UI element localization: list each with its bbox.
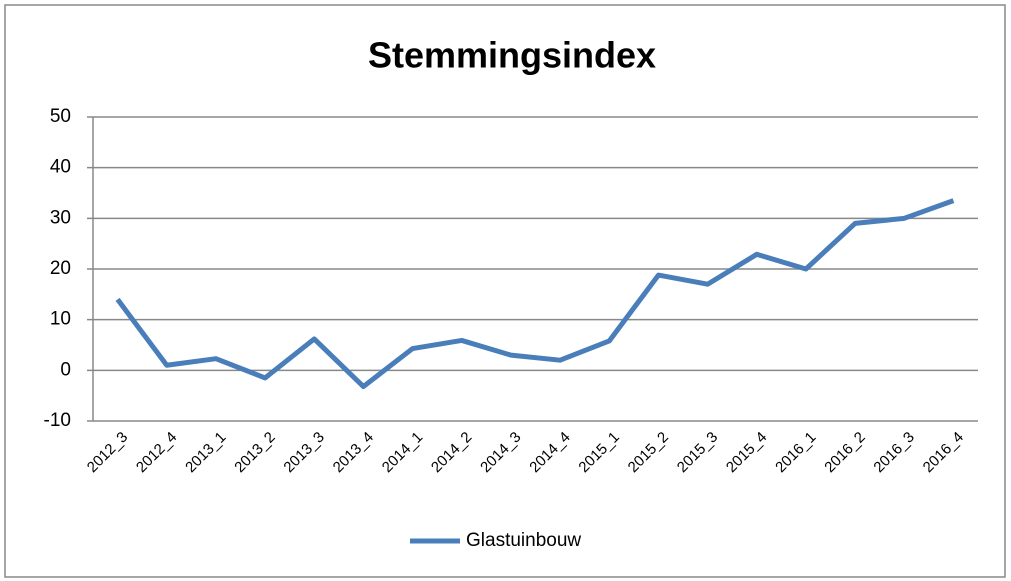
y-tick-label: 10: [50, 309, 71, 330]
chart-title: Stemmingsindex: [368, 35, 656, 76]
y-tick-label: 40: [50, 157, 71, 178]
legend-label: Glastuinbouw: [466, 530, 581, 551]
y-tick-label: 30: [50, 207, 71, 228]
series-line: [115, 198, 955, 390]
y-tick-label: -10: [44, 410, 71, 431]
chart-frame: [4, 4, 1006, 578]
y-tick-label: 50: [50, 106, 71, 127]
y-tick-label: 0: [60, 359, 71, 380]
y-tick-label: 20: [50, 258, 71, 279]
